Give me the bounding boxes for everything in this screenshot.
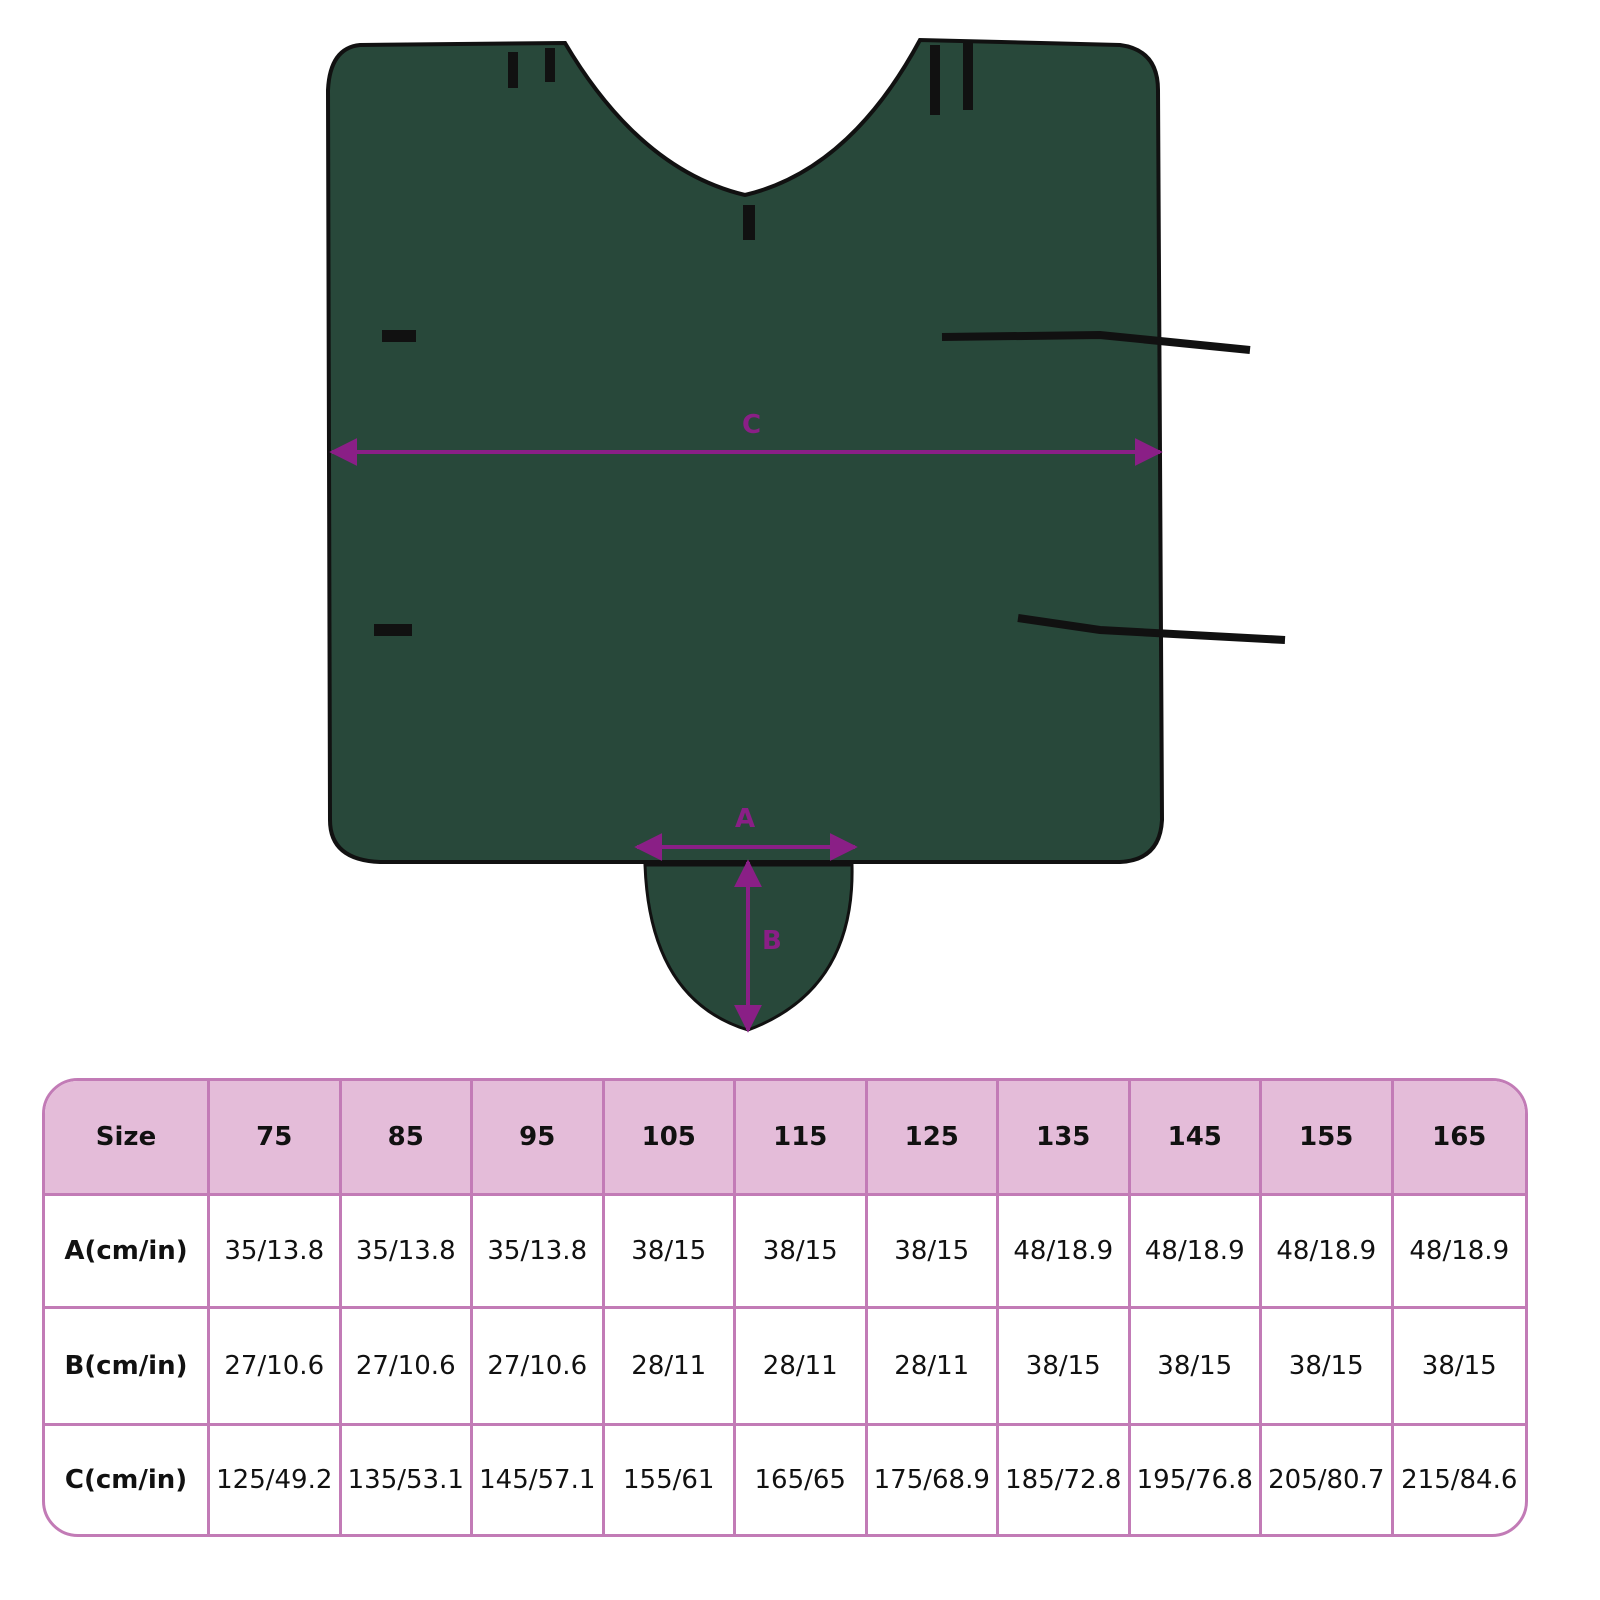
table-cell: 185/72.8 [999,1426,1131,1534]
label-b: B [762,926,782,956]
table-cell: 38/15 [1262,1309,1394,1426]
table-cell: 205/80.7 [1262,1426,1394,1534]
table-cell: 27/10.6 [341,1309,473,1426]
table-cell: 28/11 [867,1309,999,1426]
table-cell: 28/11 [736,1309,868,1426]
table-cell: 155/61 [605,1426,736,1534]
row-label: B(cm/in) [45,1309,210,1426]
table-cell: 48/18.9 [1130,1196,1262,1309]
table-cell: 175/68.9 [868,1426,999,1534]
table-cell: 35/13.8 [210,1196,342,1309]
size-label-header: Size [45,1081,210,1196]
size-header-cell: 135 [999,1081,1131,1196]
measurement-arrows [329,438,1163,1033]
horse-blanket-illustration [325,37,1286,1033]
label-a: A [735,804,756,834]
size-header-cell: 155 [1262,1081,1394,1196]
table-row: C(cm/in) 125/49.2 135/53.1 145/57.1 155/61 16… [45,1426,1525,1534]
table-cell: 27/10.6 [473,1309,605,1426]
size-header-cell: 115 [736,1081,868,1196]
table-cell: 145/57.1 [473,1426,605,1534]
table-row: B(cm/in) 27/10.6 27/10.6 27/10.6 28/11 28/11 2… [45,1309,1525,1426]
table-cell: 28/11 [604,1309,736,1426]
buckles [374,40,973,636]
size-header-cell: 85 [341,1081,473,1196]
table-cell: 27/10.6 [210,1309,342,1426]
size-header-cell: 145 [1130,1081,1262,1196]
table-cell: 38/15 [1130,1309,1262,1426]
table-cell: 38/15 [736,1196,868,1309]
size-header-cell: 125 [867,1081,999,1196]
size-header-cell: 75 [210,1081,342,1196]
table-cell: 35/13.8 [341,1196,473,1309]
table-cell: 48/18.9 [999,1196,1131,1309]
label-c: C [742,410,762,440]
table-header-row: Size 75 85 95 105 115 125 135 145 155 165 [45,1081,1525,1196]
table-cell: 215/84.6 [1401,1465,1518,1495]
size-header-cell: 95 [473,1081,605,1196]
size-header-cell: 165 [1393,1081,1525,1196]
size-header-cell: 105 [604,1081,736,1196]
table-cell: 48/18.9 [1262,1196,1394,1309]
size-table: Size 75 85 95 105 115 125 135 145 155 165 A(cm/in)… [42,1078,1528,1537]
row-label: A(cm/in) [45,1196,210,1309]
table-cell: 195/76.8 [1131,1426,1262,1534]
table-row: A(cm/in) 35/13.8 35/13.8 35/13.8 38/15 38/15 3… [45,1196,1525,1309]
table-cell: 38/15 [1393,1309,1525,1426]
table-cell: 38/15 [999,1309,1131,1426]
table-cell: 35/13.8 [473,1196,605,1309]
straps [941,330,1286,644]
table-cell: 165/65 [736,1426,868,1534]
table-cell: 48/18.9 [1393,1196,1525,1309]
table-cell: 38/15 [867,1196,999,1309]
table-cell: 38/15 [604,1196,736,1309]
table-cell: 135/53.1 [342,1426,473,1534]
row-label: C(cm/in) [45,1426,210,1534]
table-cell: 125/49.2 [210,1426,342,1534]
